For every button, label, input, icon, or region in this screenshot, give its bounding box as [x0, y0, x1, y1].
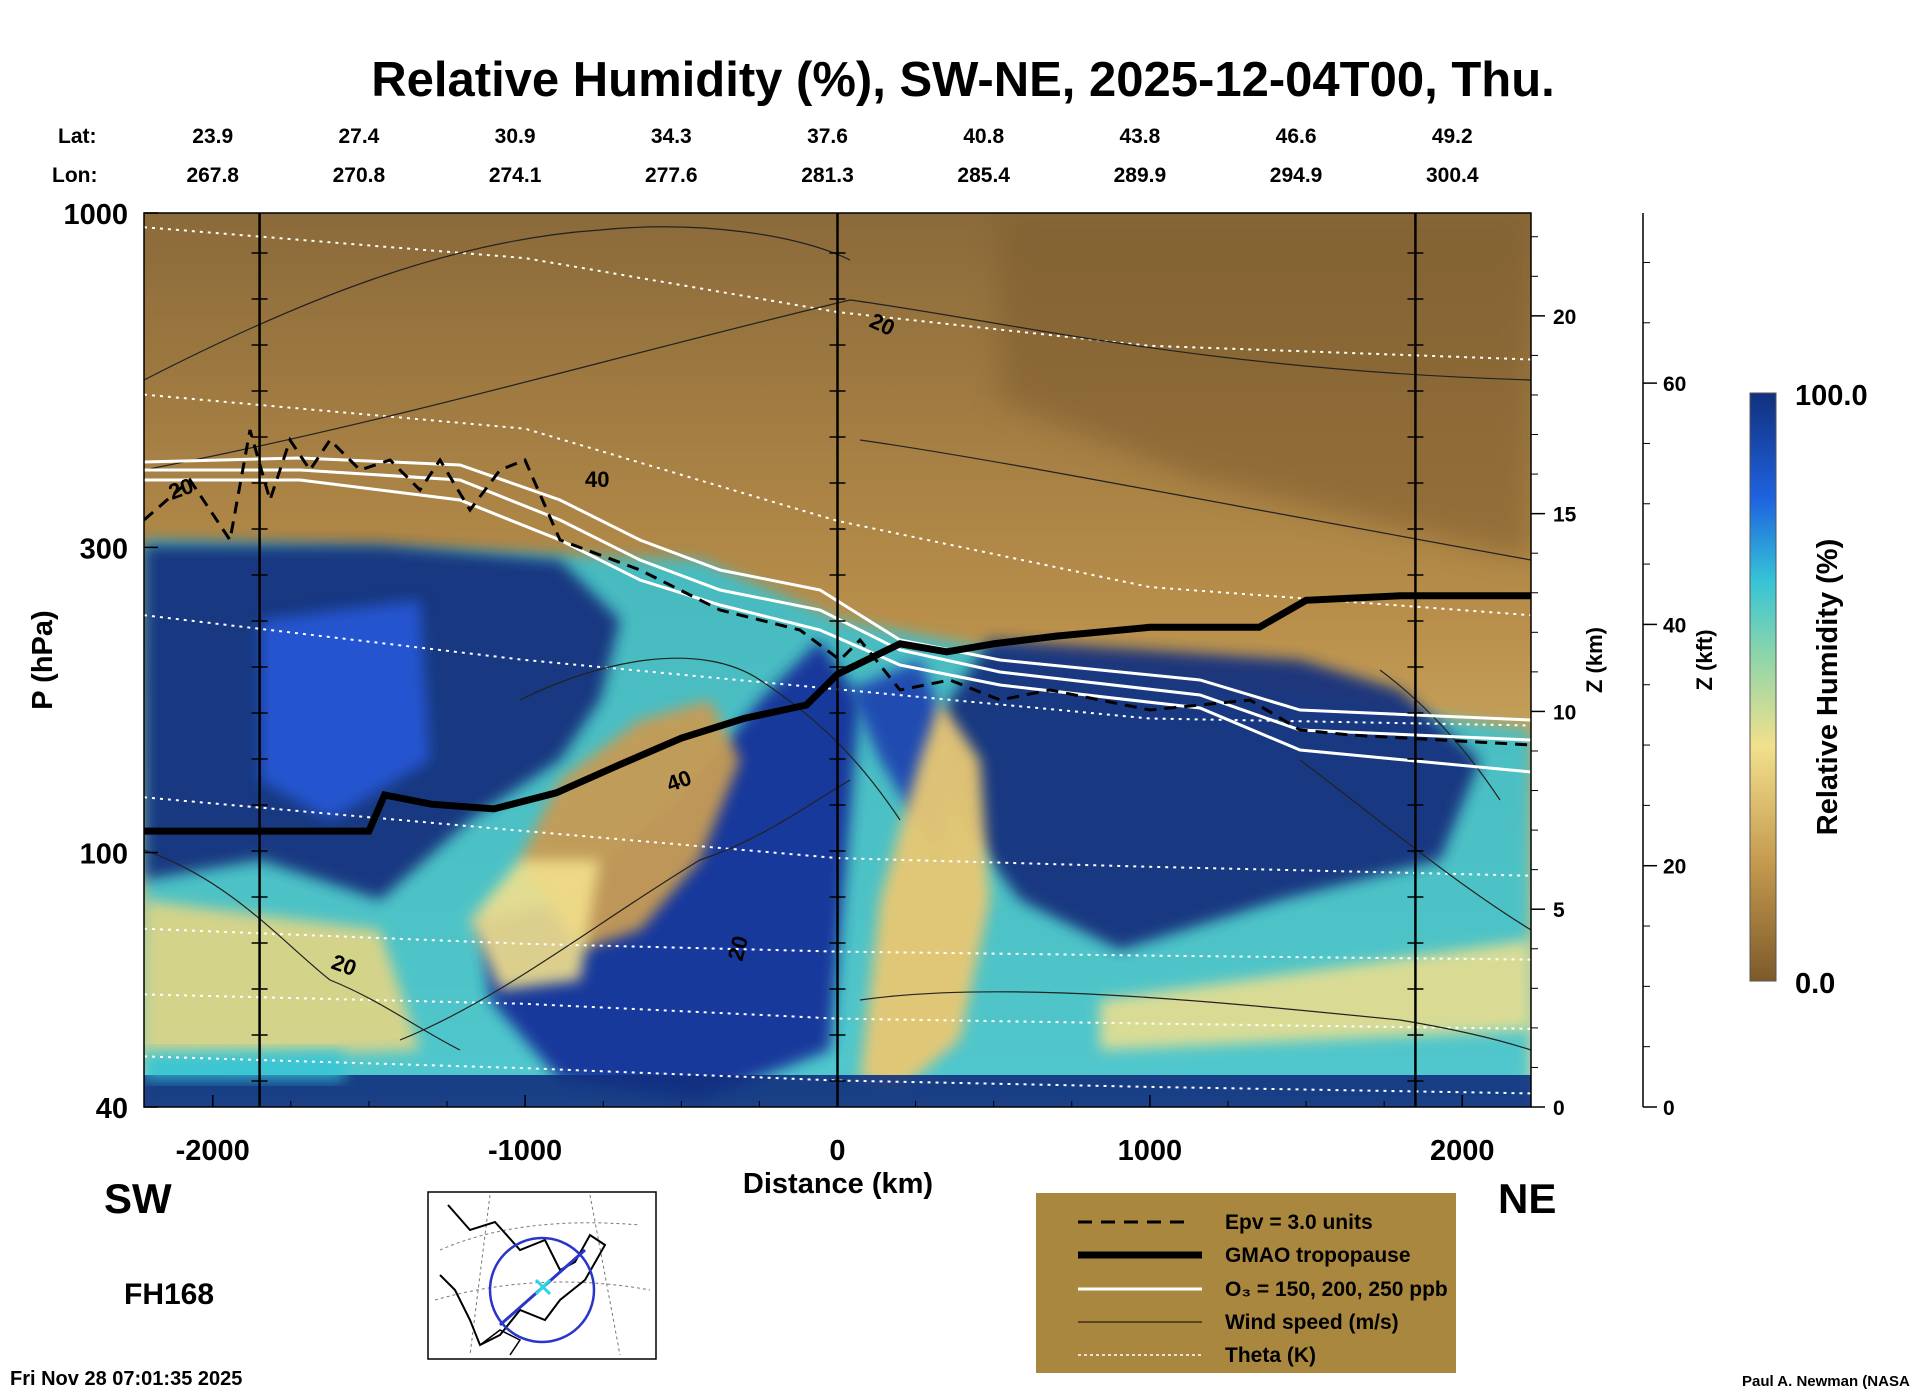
colorbar-title: Relative Humidity (%) — [1812, 539, 1844, 836]
wind-contour — [144, 226, 851, 381]
colorbar-min-label: 0.0 — [1795, 968, 1835, 1000]
theta-label: 480 — [1540, 996, 1582, 1024]
theta-label: 400 — [1540, 839, 1582, 867]
lat-value: 46.6 — [1275, 125, 1317, 148]
lat-value: 49.2 — [1431, 125, 1473, 148]
lat-value: 43.8 — [1119, 125, 1161, 148]
ne-label: NE — [1498, 1175, 1557, 1222]
legend-epv-label: Epv = 3.0 units — [1225, 1211, 1373, 1234]
lon-value: 285.4 — [957, 164, 1010, 187]
x-tick-label: 0 — [829, 1135, 845, 1167]
lon-value: 270.8 — [332, 164, 386, 187]
lat-value: 30.9 — [494, 125, 536, 148]
timestamp: Fri Nov 28 07:01:35 2025 — [10, 1368, 243, 1390]
legend: Epv = 3.0 units GMAO tropopause O₃ = 150… — [1036, 1193, 1456, 1373]
wind-contour — [859, 991, 1531, 1051]
lat-value: 40.8 — [963, 125, 1005, 148]
p-tick-label: 40 — [96, 1093, 128, 1125]
legend-tropopause-label: GMAO tropopause — [1225, 1244, 1411, 1267]
z-kft-tick-label: 40 — [1663, 614, 1686, 637]
colorbar — [1749, 392, 1777, 982]
ozone-line — [144, 478, 1531, 774]
colorbar-max-label: 100.0 — [1795, 380, 1868, 412]
legend-wind-label: Wind speed (m/s) — [1225, 1311, 1399, 1334]
wind-contour — [859, 439, 1531, 561]
lon-label: Lon: — [52, 164, 98, 187]
theta-label: 320 — [1540, 559, 1582, 587]
z-kft-tick-label: 20 — [1663, 856, 1686, 879]
forecast-hour: FH168 — [124, 1278, 215, 1311]
wind-contours — [144, 226, 1531, 1051]
wind-contour — [1379, 669, 1501, 801]
credit: Paul A. Newman (NASA — [1742, 1373, 1910, 1390]
pressure-axis: 40 100 300 1000 — [63, 199, 158, 1125]
lon-value: 274.1 — [488, 164, 542, 187]
y-axis-title: P (hPa) — [27, 610, 59, 709]
wind-contour — [399, 779, 851, 1041]
lon-value: 294.9 — [1269, 164, 1323, 187]
wind-label: 40 — [585, 467, 609, 492]
sw-label: SW — [104, 1175, 172, 1222]
wind-contour — [144, 849, 461, 1051]
lat-value: 34.3 — [650, 125, 692, 148]
lon-value: 277.6 — [645, 164, 698, 187]
wind-contour — [144, 299, 1531, 471]
z-km-tick-label: 20 — [1553, 306, 1576, 329]
epv-line — [144, 429, 1531, 747]
p-tick-label: 300 — [80, 533, 128, 565]
lon-value: 267.8 — [186, 164, 239, 187]
z-kft-axis-title: Z (kft) — [1692, 629, 1717, 690]
lon-value: 289.9 — [1113, 164, 1167, 187]
legend-theta-label: Theta (K) — [1225, 1344, 1316, 1367]
lat-value: 37.6 — [807, 125, 848, 148]
z-km-tick-label: 0 — [1553, 1097, 1565, 1120]
lat-value: 23.9 — [192, 125, 234, 148]
theta-label: 280 — [1540, 318, 1582, 346]
ozone-contours — [144, 456, 1531, 774]
lat-value: 27.4 — [338, 125, 380, 148]
ozone-line — [144, 468, 1531, 742]
ozone-line — [144, 456, 1531, 722]
tropopause-line — [144, 592, 1531, 835]
z-km-tick-label: 15 — [1553, 504, 1577, 527]
x-tick-label: 2000 — [1430, 1135, 1495, 1167]
legend-ozone-label: O₃ = 150, 200, 250 ppb — [1225, 1278, 1448, 1301]
chart-title: Relative Humidity (%), SW-NE, 2025-12-04… — [371, 53, 1555, 107]
x-tick-label: -1000 — [488, 1135, 562, 1167]
x-axis-title: Distance (km) — [743, 1168, 933, 1200]
z-km-axis-title: Z (km) — [1582, 627, 1607, 693]
z-km-tick-label: 5 — [1553, 899, 1565, 922]
lon-value: 300.4 — [1425, 164, 1479, 187]
z-kft-axis: 0 20 40 60 — [1642, 213, 1686, 1120]
p-tick-label: 1000 — [63, 199, 128, 231]
inset-map — [427, 1191, 657, 1360]
theta-label: 440 — [1540, 928, 1582, 956]
p-tick-label: 100 — [80, 839, 128, 871]
z-kft-tick-label: 0 — [1663, 1097, 1675, 1120]
x-axis: -2000 -1000 0 1000 2000 — [176, 1095, 1495, 1167]
z-km-axis: 0 5 10 15 20 — [1531, 236, 1577, 1120]
z-km-tick-label: 10 — [1553, 701, 1576, 724]
lon-value: 281.3 — [801, 164, 854, 187]
theta-label: 360 — [1540, 691, 1582, 719]
theta-labels: 280 320 360 400 440 480 520 — [1540, 318, 1582, 1087]
lat-label: Lat: — [58, 125, 97, 148]
z-kft-tick-label: 60 — [1663, 373, 1686, 396]
x-tick-label: 1000 — [1118, 1135, 1183, 1167]
theta-label: 520 — [1540, 1059, 1582, 1087]
wind-contour — [519, 657, 901, 821]
vertical-lines — [251, 213, 1424, 1107]
x-tick-label: -2000 — [176, 1135, 250, 1167]
